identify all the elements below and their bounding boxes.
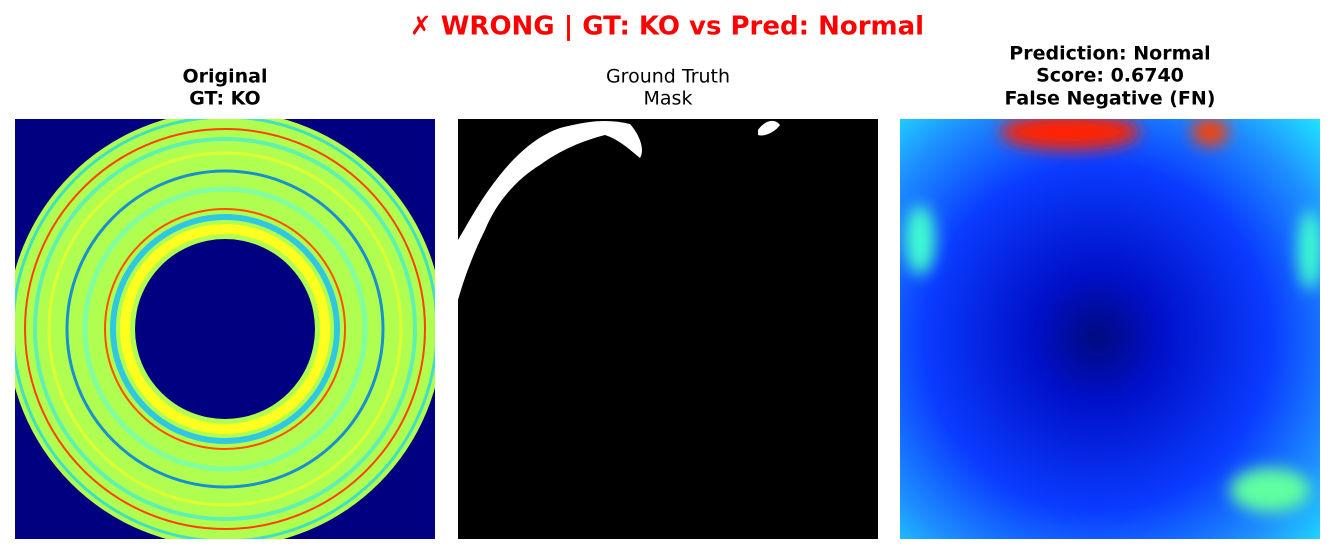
panel-title: Mask: [644, 88, 693, 110]
panel-titles: Original GT: KO Ground Truth Mask Predic…: [182, 43, 1215, 110]
figure-title: ✗ WRONG | GT: KO vs Pred: Normal: [410, 12, 924, 42]
panel-title: False Negative (FN): [1005, 88, 1216, 110]
original-image: [15, 119, 435, 539]
panel-title: Ground Truth: [606, 66, 730, 88]
panel-title: Original: [182, 66, 267, 88]
panel-title: GT: KO: [189, 88, 260, 110]
panel-title: Prediction: Normal: [1009, 43, 1210, 65]
mask-image: [458, 119, 878, 539]
panel-title: Score: 0.6740: [1036, 65, 1184, 87]
heatmap-image: [900, 119, 1320, 539]
